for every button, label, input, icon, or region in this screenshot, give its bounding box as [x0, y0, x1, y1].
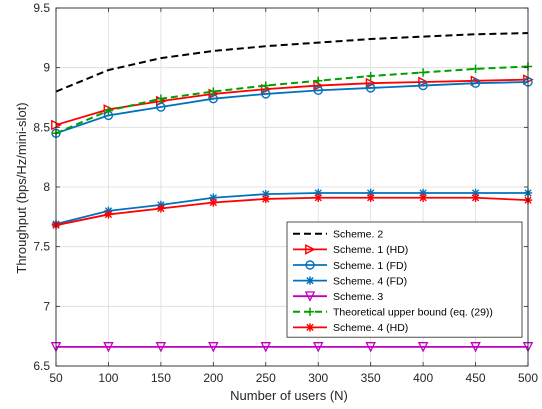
x-tick-label: 100 [98, 371, 118, 385]
series-line-scheme-4-fd [55, 192, 528, 225]
legend-entry-scheme-3: Scheme. 3 [293, 291, 383, 303]
series-layer [50, 32, 534, 353]
data-point-theoretical-upper-bound-eq-29 [366, 71, 375, 81]
legend-label-scheme-1-hd: Scheme. 1 (HD) [333, 244, 408, 256]
legend-entry-theoretical-upper-bound-eq-29: Theoretical upper bound (eq. (29)) [293, 307, 493, 319]
series-line-theoretical-upper-bound-eq-29 [55, 65, 529, 135]
data-point-scheme-3 [417, 342, 429, 353]
data-point-theoretical-upper-bound-eq-29 [104, 106, 113, 115]
legend-label-scheme-4-hd: Scheme. 4 (HD) [333, 322, 408, 334]
data-point-scheme-4-hd [314, 193, 323, 202]
legend-marker-theoretical-upper-bound-eq-29 [305, 307, 315, 316]
legend-label-scheme-1-fd: Scheme. 1 (FD) [333, 260, 407, 272]
data-point-scheme-1-fd [365, 83, 376, 93]
data-point-scheme-1-fd [418, 80, 428, 91]
x-tick-label: 450 [466, 371, 486, 385]
data-point-theoretical-upper-bound-eq-29 [471, 64, 480, 74]
series-line-scheme-4-hd [55, 196, 529, 227]
y-tick-label: 8 [43, 180, 50, 194]
data-point-theoretical-upper-bound-eq-29 [261, 81, 270, 90]
legend: Scheme. 2 Scheme. 1 (HD) Scheme. 1 (FD) Sch… [286, 221, 523, 338]
data-point-scheme-1-fd [470, 78, 481, 88]
data-point-scheme-3 [155, 342, 167, 353]
data-point-scheme-3 [365, 342, 376, 353]
data-point-scheme-4-hd [366, 193, 375, 202]
y-tick-label: 9.5 [33, 1, 50, 15]
data-point-scheme-1-hd [365, 77, 377, 89]
x-tick-label: 350 [361, 371, 381, 385]
data-point-scheme-1-fd [156, 102, 166, 112]
y-tick-label: 8.5 [33, 120, 50, 134]
legend-marker-scheme-4-fd [305, 276, 315, 285]
legend-label-scheme-2: Scheme. 2 [333, 229, 383, 241]
data-point-scheme-3 [103, 342, 114, 353]
legend-marker-scheme-1-hd [305, 244, 316, 255]
x-tick-label: 400 [413, 371, 433, 385]
data-point-scheme-1-hd [418, 76, 429, 88]
legend-label-theoretical-upper-bound-eq-29: Theoretical upper bound (eq. (29)) [333, 307, 493, 319]
data-point-theoretical-upper-bound-eq-29 [156, 94, 166, 103]
legend-label-scheme-3: Scheme. 3 [333, 291, 383, 303]
data-point-scheme-4-fd [261, 189, 270, 199]
x-tick-label: 500 [518, 371, 538, 385]
legend-entry-scheme-1-fd: Scheme. 1 (FD) [293, 260, 407, 272]
x-axis-label: Number of users (N) [230, 388, 348, 403]
y-tick-label: 9 [43, 61, 50, 75]
series-line-scheme-1-fd [55, 81, 529, 135]
data-point-scheme-4-fd [366, 188, 375, 198]
y-tick-label: 7 [43, 299, 50, 313]
data-point-scheme-4-hd [209, 198, 218, 207]
legend-entry-scheme-4-fd: Scheme. 4 (FD) [293, 275, 407, 287]
series-line-scheme-2 [55, 32, 529, 93]
y-tick-label: 6.5 [33, 359, 50, 373]
data-point-scheme-1-fd [261, 89, 271, 99]
data-point-scheme-3 [260, 342, 272, 353]
x-tick-label: 150 [151, 371, 171, 385]
data-point-scheme-4-fd [471, 188, 480, 198]
legend-box [286, 221, 523, 338]
data-point-scheme-4-fd [314, 188, 323, 198]
x-tick-label: 200 [203, 371, 223, 385]
data-point-scheme-3 [208, 342, 219, 353]
y-tick-label: 7.5 [33, 240, 50, 254]
x-tick-label: 50 [49, 371, 63, 385]
data-point-scheme-4-fd [418, 188, 428, 198]
data-point-theoretical-upper-bound-eq-29 [418, 68, 428, 77]
legend-marker-scheme-4-hd [305, 323, 315, 332]
data-point-theoretical-upper-bound-eq-29 [314, 76, 323, 85]
data-point-scheme-4-hd [104, 210, 113, 219]
x-axis-ticks: 50 100 150 200 250 300 350 400 450 500 [49, 8, 538, 385]
legend-marker-scheme-3 [304, 291, 316, 302]
data-point-scheme-4-hd [471, 193, 480, 202]
legend-marker-scheme-1-fd [305, 260, 315, 270]
y-axis-ticks: 6.5 7 7.5 8 8.5 9 9.5 [33, 1, 528, 373]
data-point-scheme-4-hd [418, 193, 428, 202]
legend-entry-scheme-2: Scheme. 2 [293, 229, 383, 241]
data-point-scheme-4-fd [209, 193, 218, 202]
legend-entry-scheme-1-hd: Scheme. 1 (HD) [293, 244, 408, 256]
series-scheme-2 [55, 32, 529, 93]
data-point-scheme-4-hd [261, 194, 270, 204]
data-point-scheme-1-fd [313, 85, 323, 96]
data-point-scheme-3 [312, 342, 324, 353]
legend-label-scheme-4-fd: Scheme. 4 (FD) [333, 275, 407, 287]
x-tick-label: 300 [308, 371, 328, 385]
legend-entry-scheme-4-hd: Scheme. 4 (HD) [293, 322, 408, 334]
data-point-scheme-3 [470, 342, 481, 353]
x-tick-label: 250 [256, 371, 276, 385]
data-point-scheme-4-hd [156, 204, 166, 213]
data-point-theoretical-upper-bound-eq-29 [209, 87, 218, 96]
y-axis-label: Throughput (bps/Hz/mini-slot) [14, 102, 29, 273]
